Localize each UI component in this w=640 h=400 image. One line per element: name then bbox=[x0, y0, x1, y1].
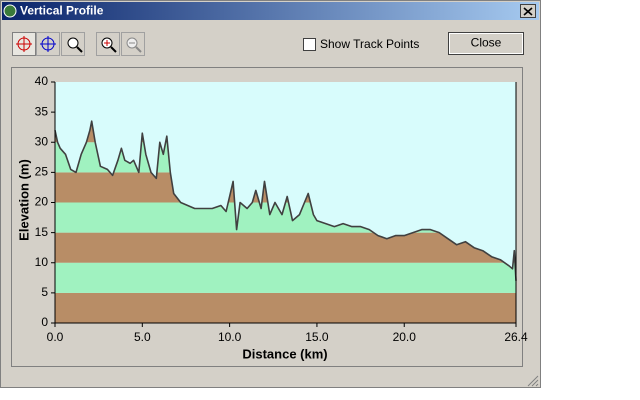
y-tick-label: 40 bbox=[35, 74, 49, 88]
title-bar bbox=[2, 2, 539, 20]
elevation-band bbox=[55, 262, 516, 293]
show-track-points-checkbox[interactable]: Show Track Points bbox=[303, 37, 420, 51]
chart: 0 5 10 15 20 25 30 35 40 0.0 5.0 10.0 15.0 20.0 26.4 bbox=[35, 74, 528, 344]
x-axis-label: Distance (km) bbox=[242, 346, 327, 361]
toolbar bbox=[12, 32, 145, 56]
x-tick-label: 15.0 bbox=[305, 330, 329, 344]
y-tick-label: 0 bbox=[41, 315, 48, 329]
window-title: Vertical Profile bbox=[20, 4, 104, 18]
y-tick-label: 15 bbox=[35, 225, 49, 239]
x-tick-label: 20.0 bbox=[393, 330, 417, 344]
resize-grip bbox=[527, 375, 539, 387]
y-tick-label: 30 bbox=[35, 134, 49, 148]
elevation-band bbox=[55, 232, 516, 263]
checkbox-label: Show Track Points bbox=[320, 37, 419, 51]
tool-zoom-in[interactable] bbox=[96, 32, 120, 56]
x-tick-label: 0.0 bbox=[47, 330, 64, 344]
y-tick-label: 10 bbox=[35, 255, 49, 269]
tool-zoom-out[interactable] bbox=[121, 32, 145, 56]
y-tick-label: 5 bbox=[41, 285, 48, 299]
app-icon bbox=[3, 4, 17, 18]
y-tick-label: 20 bbox=[35, 195, 49, 209]
tool-zoom-box[interactable] bbox=[61, 32, 85, 56]
y-tick-label: 25 bbox=[35, 165, 49, 179]
tool-select-blue[interactable] bbox=[36, 32, 60, 56]
x-tick-label: 10.0 bbox=[218, 330, 242, 344]
close-x-button[interactable] bbox=[520, 4, 536, 18]
profile-line bbox=[54, 120, 517, 281]
elevation-band bbox=[55, 292, 516, 323]
x-tick-label: 5.0 bbox=[134, 330, 151, 344]
tool-select-red[interactable] bbox=[12, 32, 36, 56]
close-button[interactable]: Close bbox=[448, 32, 524, 55]
y-tick-label: 35 bbox=[35, 104, 49, 118]
x-tick-label: 26.4 bbox=[504, 330, 528, 344]
y-axis-label: Elevation (m) bbox=[16, 159, 31, 241]
close-button-label: Close bbox=[471, 36, 502, 50]
